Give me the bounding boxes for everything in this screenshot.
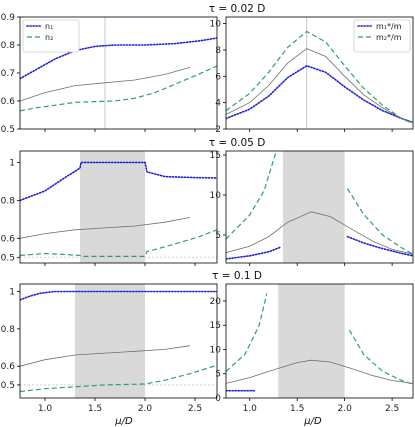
y-tick-label: 15 (210, 321, 221, 331)
x-tick-label: 2.5 (385, 404, 399, 414)
x-tick-label: 2.0 (337, 404, 352, 414)
y-tick-label: 20 (210, 297, 222, 307)
legend-label: n₂ (45, 33, 53, 42)
axes-frame (19, 150, 218, 264)
series-group (226, 293, 413, 392)
shaded-band (278, 284, 345, 398)
y-tick-label: 10 (210, 20, 222, 30)
y-tick-label: 0.7 (1, 69, 15, 79)
x-axis-label-right: μ/D (303, 416, 322, 427)
x-tick-label: 1.0 (243, 404, 258, 414)
panel-row3-right: 1.0 1.5 2.0 2.5 0 5 10 15 20 (210, 283, 414, 414)
row-title-2: τ = 0.05 D (209, 137, 266, 149)
series-line-gray-0 (226, 48, 413, 123)
x-tick-label: 2.0 (138, 404, 153, 414)
y-tick-label: 0.5 (1, 125, 15, 135)
series-group (226, 151, 413, 260)
y-tick-label: 8 (215, 46, 221, 56)
series-line-blue-1 (346, 235, 413, 257)
y-tick-label: 0.8 (1, 41, 16, 51)
row-title-1: τ = 0.02 D (209, 3, 266, 15)
series-group (20, 37, 217, 112)
y-tick-label: 0.8 (1, 325, 16, 335)
legend: m₁*/m m₂*/m (353, 19, 411, 53)
y-tick-label: 0.5 (1, 381, 15, 391)
panel-row1-left: 0.5 0.6 0.7 0.8 0.9 n₁ n₂ (1, 13, 218, 135)
legend-label: n₁ (45, 22, 53, 31)
axes-frame (225, 16, 414, 130)
shaded-band (282, 151, 345, 263)
x-tick-label: 1.5 (290, 404, 304, 414)
series-line-gray-0 (20, 345, 191, 367)
panel-row3-left: 1.0 1.5 2.0 2.5 0.5 0.6 0.8 1 (1, 283, 218, 414)
series-group (20, 161, 217, 257)
x-tick-label: 1.0 (38, 404, 53, 414)
series-line-gray-0 (226, 359, 413, 384)
legend-label: m₁*/m (376, 22, 402, 31)
y-tick-label: 1 (9, 287, 15, 297)
y-tick-label: 6 (215, 72, 221, 82)
series-line-green-0 (20, 65, 217, 112)
legend-box (353, 19, 411, 53)
series-line-blue-0 (20, 161, 217, 202)
y-tick-label: 0.6 (1, 362, 16, 372)
shaded-band (80, 151, 145, 263)
y-tick-label: 4 (215, 99, 221, 109)
y-tick-label: 15 (210, 151, 221, 161)
y-tick-label: 0.6 (1, 234, 16, 244)
series-line-green-0 (226, 30, 413, 125)
panel-row2-left: 0.5 0.6 0.8 1 (1, 150, 218, 266)
y-tick-label: 0.8 (1, 196, 16, 206)
y-tick-label: 10 (210, 345, 222, 355)
series-line-green-1 (346, 188, 413, 255)
series-line-blue-0 (226, 64, 413, 124)
axes-frame (225, 283, 414, 399)
legend: n₁ n₂ (22, 19, 80, 53)
series-line-gray-0 (226, 211, 413, 255)
y-tick-label: 1 (9, 158, 15, 168)
y-tick-label: 0.6 (1, 97, 16, 107)
x-tick-label: 2.5 (188, 404, 202, 414)
y-tick-label: 0.9 (1, 13, 16, 23)
axes-frame (225, 150, 414, 264)
y-tick-label: 5 (215, 231, 221, 241)
y-tick-label: 0 (215, 394, 221, 404)
legend-box (22, 19, 80, 53)
x-axis-label-left: μ/D (114, 416, 133, 427)
y-tick-label: 5 (215, 370, 221, 380)
axes-frame (19, 283, 218, 399)
y-tick-label: 0.5 (1, 253, 15, 263)
panel-row2-right: 5 10 15 (210, 150, 414, 266)
series-line-green-1 (348, 329, 413, 385)
row-title-3: τ = 0.1 D (212, 270, 262, 282)
panel-row1-right: 2 4 6 8 10 m₁*/m m₂*/m (210, 16, 414, 135)
series-line-green-0 (20, 364, 217, 393)
series-group (20, 290, 217, 393)
series-line-green-0 (226, 293, 268, 372)
y-tick-label: 10 (210, 191, 222, 201)
shaded-band (75, 284, 145, 398)
series-line-green-0 (20, 229, 217, 257)
y-tick-label: 2 (215, 125, 221, 135)
series-line-blue-0 (226, 246, 282, 260)
legend-label: m₂*/m (376, 33, 402, 42)
series-line-green-0 (226, 151, 277, 240)
series-group (226, 30, 413, 125)
series-line-blue-0 (20, 37, 217, 80)
series-line-blue-0 (20, 290, 217, 301)
series-line-gray-0 (20, 217, 191, 239)
x-tick-label: 1.5 (88, 404, 102, 414)
series-line-gray-0 (20, 67, 191, 102)
